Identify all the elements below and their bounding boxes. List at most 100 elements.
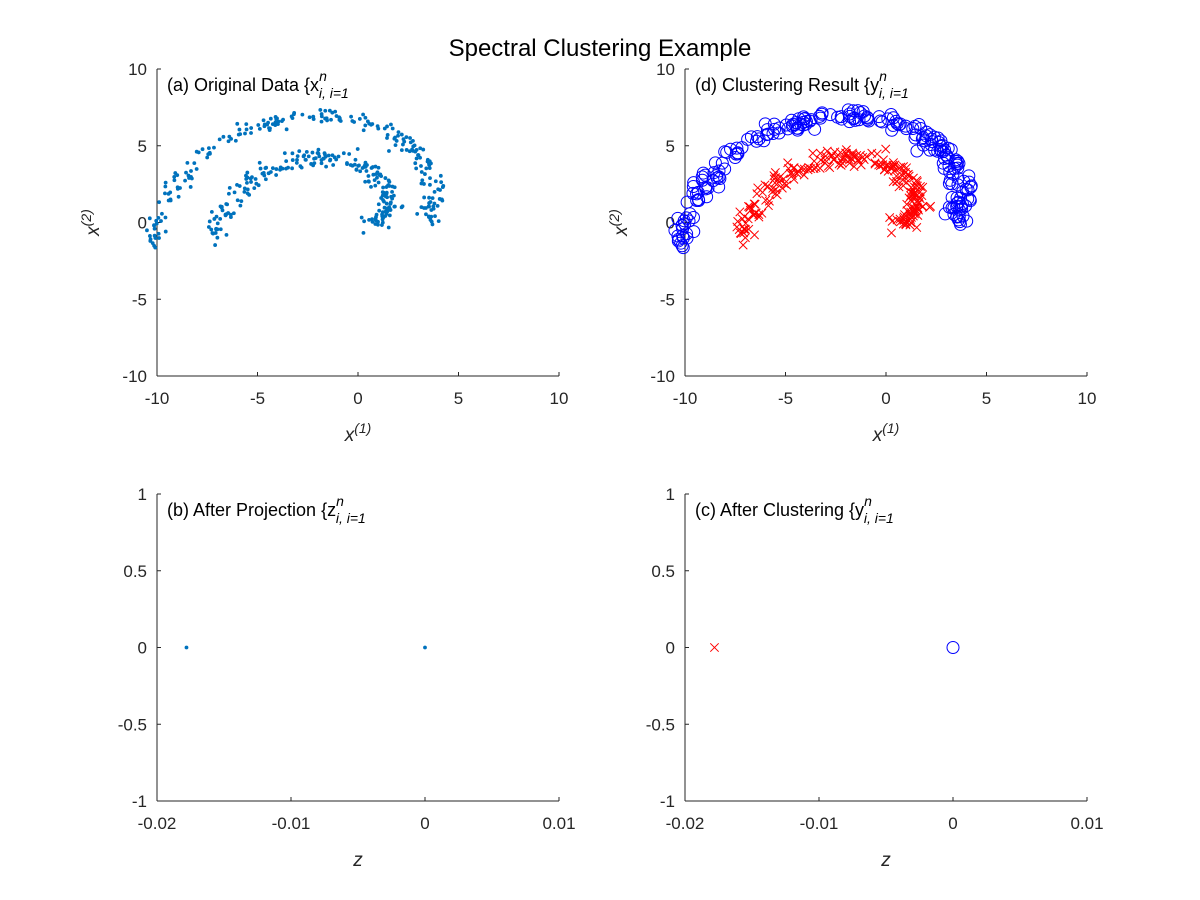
panel-label-sub: i, i=1 — [319, 85, 349, 101]
data-point — [439, 197, 444, 202]
cluster-point-x — [739, 224, 749, 234]
data-point — [429, 208, 434, 212]
cluster-point-x — [905, 220, 915, 230]
cluster-point-x — [768, 183, 778, 193]
data-point — [248, 176, 253, 181]
cluster-point-circle — [928, 143, 942, 157]
data-point — [383, 176, 388, 180]
data-point — [373, 164, 378, 169]
data-point — [389, 122, 393, 127]
data-point — [316, 147, 321, 152]
data-point — [218, 227, 223, 232]
data-point — [341, 151, 346, 156]
data-point — [257, 126, 262, 131]
data-point — [392, 185, 397, 190]
cluster-point-x — [839, 153, 849, 163]
y-tick-label: -10 — [650, 367, 675, 386]
data-point — [353, 157, 358, 162]
cluster-point-x — [909, 207, 919, 217]
y-tick-label: 0.5 — [123, 562, 147, 581]
data-point — [309, 162, 314, 166]
data-point — [401, 142, 405, 147]
data-point — [396, 133, 400, 138]
data-point — [386, 225, 391, 230]
data-point — [189, 176, 194, 181]
cluster-point-x — [811, 163, 821, 173]
data-point — [330, 153, 335, 158]
data-point — [384, 209, 388, 214]
cluster-point-circle — [750, 130, 764, 144]
data-point — [295, 154, 300, 159]
data-point — [373, 216, 378, 221]
data-point — [243, 131, 247, 136]
cluster-point-x — [784, 164, 794, 174]
data-point — [245, 175, 250, 180]
cluster-point-circle — [715, 156, 729, 170]
cluster-point-x — [749, 230, 760, 240]
cluster-point-x — [740, 224, 750, 234]
cluster-point-circle — [772, 126, 786, 140]
data-point — [153, 236, 158, 240]
data-point — [324, 164, 328, 169]
data-point — [284, 159, 289, 163]
cluster-point-circle — [687, 225, 701, 239]
data-point — [245, 191, 250, 196]
data-point — [154, 221, 159, 226]
panel-label-sup: n — [319, 68, 327, 84]
data-point — [157, 200, 162, 205]
data-point — [159, 219, 163, 223]
data-point — [352, 120, 357, 124]
data-point — [347, 152, 352, 156]
data-point — [223, 213, 228, 218]
cluster-point-circle — [760, 123, 774, 137]
cluster-point-circle — [796, 115, 810, 129]
cluster-point-x — [895, 217, 906, 227]
cluster-point-circle — [934, 134, 948, 148]
data-point — [422, 206, 426, 210]
x-tick-label: -10 — [145, 389, 170, 408]
data-point — [290, 158, 295, 162]
cluster-point-circle — [927, 130, 941, 144]
x-tick-label: -0.02 — [666, 814, 705, 833]
y-tick-label: -1 — [660, 792, 675, 811]
data-point — [375, 175, 379, 180]
cluster-point-x — [764, 196, 774, 206]
cluster-point-circle — [951, 161, 965, 175]
data-point — [267, 126, 271, 131]
cluster-point-circle — [923, 143, 937, 157]
y-tick-label: 0 — [666, 214, 675, 233]
data-point — [224, 202, 229, 206]
x-tick-label: -0.01 — [272, 814, 311, 833]
cluster-point-x — [757, 208, 767, 218]
x-tick-label: -10 — [673, 389, 698, 408]
data-point — [361, 112, 365, 117]
data-point — [265, 122, 270, 127]
data-point — [319, 161, 324, 166]
data-point — [229, 215, 233, 219]
cluster-point-circle — [808, 122, 822, 136]
cluster-point-x — [761, 195, 771, 205]
y-tick-label: 0.5 — [651, 562, 675, 581]
data-point — [422, 182, 426, 186]
data-point — [211, 231, 215, 236]
y-tick-label: -0.5 — [646, 715, 675, 734]
data-point — [145, 228, 149, 233]
data-point — [421, 147, 426, 152]
cluster-point-circle — [952, 203, 966, 217]
cluster-point-circle — [741, 132, 755, 146]
panel-label-sup: n — [336, 493, 344, 509]
data-point — [334, 114, 339, 118]
y-tick-label: -5 — [660, 290, 675, 309]
data-point — [345, 162, 349, 167]
data-point — [249, 131, 253, 135]
data-point — [219, 204, 224, 209]
panel-a: -10 -5 0 5 10 10 5 0 -5 -10 x(1) x(2) (a) Original D… — [78, 60, 568, 446]
data-point — [428, 200, 433, 204]
data-point — [209, 210, 214, 214]
y-tick-label: 0 — [666, 639, 675, 658]
cluster-point-circle — [919, 125, 933, 139]
data-point — [262, 124, 267, 129]
y-axis-label-sup: (2) — [606, 209, 622, 226]
data-point — [436, 219, 441, 224]
data-point — [163, 229, 168, 234]
